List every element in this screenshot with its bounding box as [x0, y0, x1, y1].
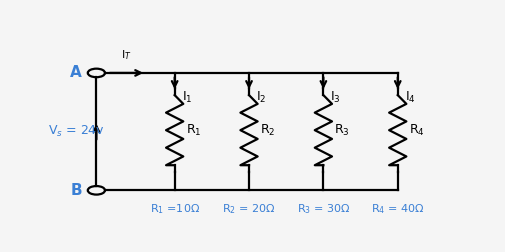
Text: A: A [70, 66, 82, 80]
Text: R$_4$: R$_4$ [409, 123, 425, 138]
Text: V$_s$ = 24v: V$_s$ = 24v [47, 124, 105, 139]
Text: I$_1$: I$_1$ [182, 90, 192, 105]
Text: R$_2$: R$_2$ [260, 123, 275, 138]
Text: R$_2$ = 20Ω: R$_2$ = 20Ω [222, 202, 276, 216]
Text: R$_1$ =10Ω: R$_1$ =10Ω [149, 202, 199, 216]
Text: I$_4$: I$_4$ [405, 90, 416, 105]
Text: R$_4$ = 40Ω: R$_4$ = 40Ω [371, 202, 425, 216]
Text: B: B [70, 183, 82, 198]
Text: I$_2$: I$_2$ [256, 90, 267, 105]
Text: I$_T$: I$_T$ [121, 48, 132, 62]
Text: R$_3$ = 30Ω: R$_3$ = 30Ω [296, 202, 350, 216]
Text: I$_3$: I$_3$ [330, 90, 341, 105]
Text: R$_1$: R$_1$ [186, 123, 201, 138]
Text: R$_3$: R$_3$ [334, 123, 350, 138]
